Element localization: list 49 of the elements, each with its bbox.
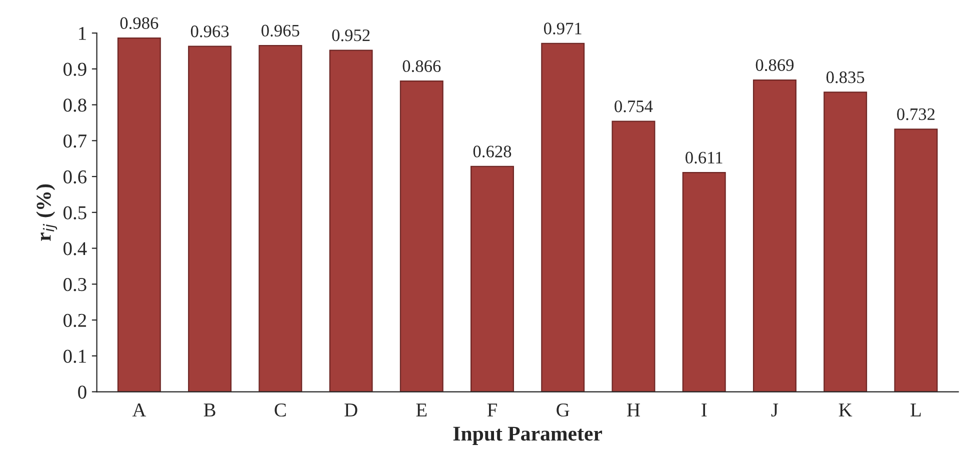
x-tick-label: E [416,404,427,416]
x-tick-label: A [132,404,146,416]
bar [824,92,868,392]
bar [117,38,161,392]
data-label: 0.835 [826,71,864,84]
data-label: 0.628 [473,146,512,158]
x-tick-label: G [556,403,570,417]
bar [188,46,232,392]
data-label: 0.869 [756,59,794,72]
x-tick-label: L [910,404,921,416]
data-label: 0.963 [190,26,229,38]
x-tick-label: K [838,404,852,416]
bar [752,79,796,392]
data-label: 0.971 [544,22,582,34]
bar [541,42,585,392]
y-tick-label: 0 [78,386,86,399]
data-label: 0.952 [332,29,370,42]
y-tick-label: 0.7 [64,134,87,148]
y-tick-label: 0.2 [64,314,86,328]
x-tick-label: C [274,403,286,417]
y-tick-label: 0.6 [64,170,86,184]
x-tick-label: D [344,404,358,416]
x-axis-title: Input Parameter [453,426,602,445]
bar [682,172,726,392]
data-label: 0.965 [262,24,300,37]
x-tick-label: B [204,404,216,416]
y-tick-label: 0.4 [64,242,87,256]
data-label: 0.732 [897,108,935,120]
data-label: 0.611 [686,152,722,164]
y-axis-title: r$_{ij}$ (%) [36,184,58,241]
bar [894,128,938,392]
y-tick-label: 0.9 [64,62,86,76]
x-tick-label: J [771,404,778,417]
y-tick-label: 0.3 [64,278,86,292]
bar [400,80,444,392]
bar [612,120,656,392]
y-tick-label: 0.1 [64,350,86,363]
y-tick-label: 1 [79,26,86,40]
y-tick-label: 0.8 [64,98,86,112]
bar [329,50,373,392]
bar [470,166,514,392]
x-tick-label: F [487,404,497,416]
data-label: 0.754 [614,100,653,112]
data-label: 0.986 [120,17,158,30]
x-tick-label: H [627,404,640,416]
y-tick-label: 0.5 [64,206,86,220]
data-label: 0.866 [402,60,441,72]
x-tick-label: I [702,404,707,416]
bar [258,45,302,392]
